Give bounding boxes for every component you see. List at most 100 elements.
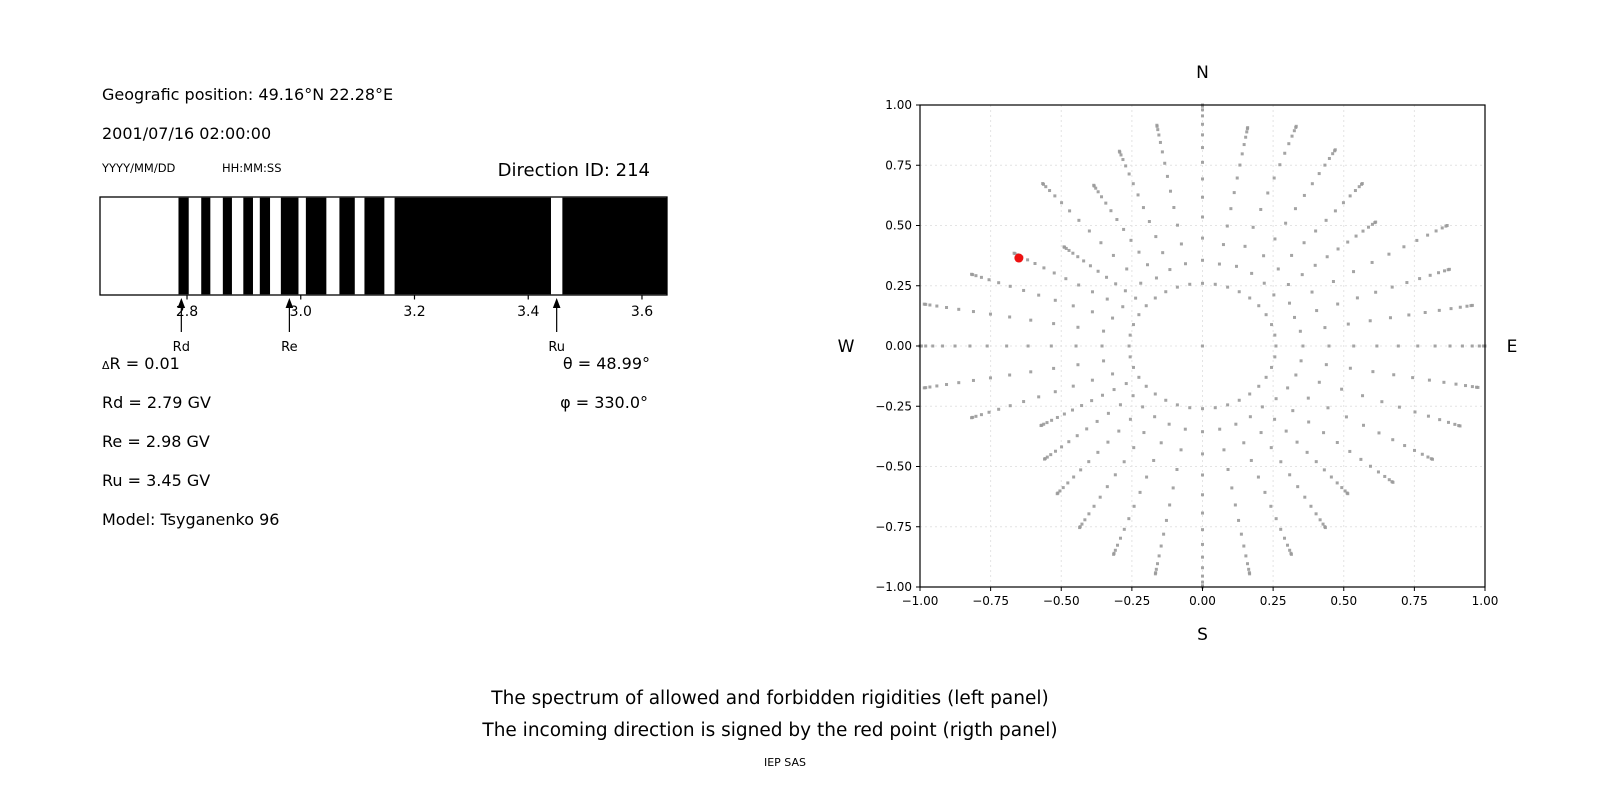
scatter-dot: [1470, 385, 1474, 389]
scatter-dot: [1157, 133, 1161, 137]
scatter-dot: [1233, 503, 1237, 507]
scatter-dot: [1272, 293, 1276, 297]
scatter-dot: [1092, 504, 1096, 508]
scatter-dot: [1039, 424, 1043, 428]
scatter-dot: [1377, 431, 1381, 435]
south-label: S: [1197, 625, 1208, 645]
scatter-dot: [1052, 322, 1056, 326]
scatter-dot: [1055, 415, 1059, 419]
scatter-dot: [1201, 430, 1204, 434]
scatter-dot: [1403, 444, 1407, 448]
scatter-dot: [1259, 431, 1263, 435]
scatter-dot: [1179, 242, 1183, 246]
scatter-dot: [1310, 290, 1314, 294]
scatter-dot: [1106, 440, 1110, 444]
scatter-dot: [1137, 313, 1141, 317]
scatter-dot: [1128, 417, 1132, 421]
scatter-dot: [1131, 365, 1135, 369]
scatter-dot: [1314, 460, 1318, 464]
scatter-dot: [971, 378, 975, 382]
scatter-dot: [1331, 152, 1335, 156]
scatter-dot: [1279, 527, 1283, 531]
allowed-bar: [259, 197, 271, 295]
scatter-dot: [1251, 225, 1255, 229]
scatter-dot: [941, 344, 945, 348]
scatter-dot: [1144, 304, 1148, 308]
scatter-dot: [1420, 452, 1424, 456]
scatter-dot: [1374, 290, 1378, 294]
scatter-dot: [1188, 282, 1192, 286]
scatter-dot: [945, 305, 949, 309]
scatter-dot: [1033, 262, 1037, 266]
scatter-dot: [1037, 395, 1041, 399]
scatter-dot: [1144, 384, 1148, 388]
scatter-dot: [1131, 323, 1135, 327]
scatter-dot: [1346, 322, 1350, 326]
scatter-dot: [1158, 140, 1162, 144]
scatter-dot: [1100, 344, 1104, 348]
scatter-dot: [1437, 271, 1441, 275]
scatter-dot: [1171, 486, 1175, 490]
scatter-dot: [1423, 311, 1427, 315]
scatter-dot: [1127, 517, 1131, 521]
scatter-dot: [1300, 273, 1304, 277]
scatter-dot: [1055, 492, 1059, 496]
scatter-dot: [1049, 453, 1053, 457]
scatter-dot: [1306, 396, 1310, 400]
scatter-dot: [1142, 431, 1146, 435]
scatter-dot: [1458, 424, 1462, 428]
scatter-dot: [1100, 195, 1104, 199]
scatter-dot: [1141, 206, 1145, 210]
x-tick-label: 0.50: [1330, 594, 1357, 608]
y-tick-label: −1.00: [875, 580, 912, 594]
scatter-dot: [1303, 495, 1307, 499]
scatter-dot: [1229, 207, 1233, 211]
geographic-position-text: Geografic position: 49.16°N 22.28°E: [102, 85, 394, 104]
scatter-dot: [1061, 486, 1065, 490]
scatter-dot: [1430, 457, 1434, 461]
scatter-dot: [1274, 517, 1278, 521]
scatter-dot: [1044, 185, 1048, 189]
caption-line-1: The spectrum of allowed and forbidden ri…: [491, 688, 1049, 709]
scatter-dot: [1237, 290, 1241, 294]
scatter-dot: [1324, 363, 1328, 367]
scatter-dot: [1123, 289, 1127, 293]
rd-text: Rd = 2.79 GV: [102, 393, 211, 412]
scatter-dot: [1292, 129, 1296, 133]
y-tick-label: 0.50: [885, 219, 912, 233]
scatter-dot: [1012, 251, 1016, 255]
scatter-dot: [1269, 446, 1273, 450]
scatter-dot: [1315, 309, 1319, 313]
scatter-dot: [1102, 329, 1106, 333]
scatter-dot: [1235, 176, 1239, 180]
scatter-dot: [1309, 504, 1313, 508]
scatter-dot: [1391, 438, 1395, 442]
scatter-dot: [1362, 423, 1366, 427]
scatter-dot: [1075, 434, 1079, 438]
scatter-dot: [1042, 266, 1046, 270]
scatter-dot: [1213, 282, 1217, 286]
scatter-dot: [1218, 427, 1222, 431]
scatter-dot: [1201, 511, 1204, 515]
scatter-dot: [1407, 313, 1411, 317]
scatter-dot: [970, 416, 974, 420]
scatter-dot: [1098, 495, 1102, 499]
scatter-dot: [1242, 441, 1246, 445]
scatter-dot: [1283, 536, 1287, 540]
scatter-dot: [1440, 226, 1444, 230]
red-incoming-direction-point: [1014, 253, 1024, 263]
scatter-dot: [1336, 247, 1340, 251]
scatter-dot: [1176, 223, 1180, 227]
scatter-dot: [1248, 392, 1252, 396]
scatter-dot: [1087, 229, 1091, 233]
scatter-dot: [1288, 301, 1292, 305]
scatter-dot: [1458, 305, 1462, 309]
tick-label: 3.0: [290, 304, 312, 320]
scatter-dot: [1370, 260, 1374, 264]
scatter-dot: [931, 344, 935, 348]
y-tick-label: −0.25: [875, 399, 912, 413]
theta-text: θ = 48.99°: [562, 354, 650, 373]
scatter-dot: [1237, 518, 1241, 522]
scatter-dot: [1264, 313, 1268, 317]
scatter-dot: [1460, 344, 1464, 348]
